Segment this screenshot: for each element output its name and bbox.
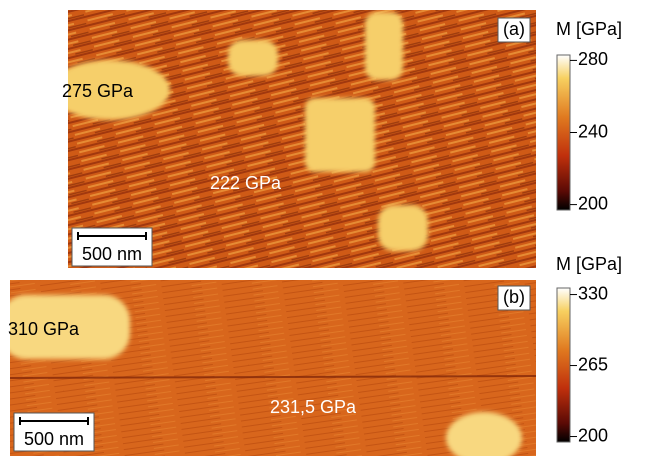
colorbar bbox=[557, 288, 570, 442]
figure: (a) 275 GPa 222 GPa 500 nm M [GPa] 200 240 280 (… bbox=[0, 0, 650, 456]
colorbar bbox=[557, 55, 570, 210]
colorbar-tick-label: 265 bbox=[578, 354, 608, 374]
colorbar-tick-label: 200 bbox=[578, 193, 608, 213]
annotation: 222 GPa bbox=[210, 173, 282, 193]
colorbar-title: M [GPa] bbox=[556, 19, 622, 39]
annotation: 231,5 GPa bbox=[270, 397, 357, 417]
colorbar-tick-label: 200 bbox=[578, 425, 608, 445]
panel-label: (b) bbox=[503, 287, 525, 307]
colorbar-tick-label: 240 bbox=[578, 121, 608, 141]
annotation: 275 GPa bbox=[62, 81, 134, 101]
colorbar-tick-label: 280 bbox=[578, 49, 608, 69]
panel-label: (a) bbox=[503, 19, 525, 39]
colorbar-tick-label: 330 bbox=[578, 283, 608, 303]
scale-bar-label: 500 nm bbox=[82, 244, 142, 264]
colorbar-title: M [GPa] bbox=[556, 254, 622, 274]
scale-bar-label: 500 nm bbox=[24, 429, 84, 449]
annotation: 310 GPa bbox=[8, 319, 80, 339]
